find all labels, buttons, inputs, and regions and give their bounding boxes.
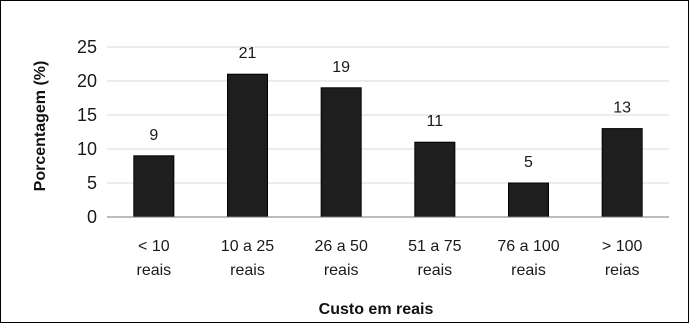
x-category-label: 76 a 100 bbox=[497, 238, 559, 255]
grid-layer bbox=[107, 46, 669, 184]
x-axis-title: Custo em reais bbox=[319, 301, 434, 318]
y-tick-label: 20 bbox=[77, 71, 97, 91]
value-labels: 9 21 19 11 5 13 bbox=[149, 45, 631, 171]
bar-value-label: 19 bbox=[332, 59, 350, 76]
bar-value-label: 11 bbox=[427, 113, 444, 130]
y-axis-ticks: 0 5 10 15 20 25 bbox=[77, 37, 97, 227]
bar-value-label: 9 bbox=[149, 127, 158, 144]
bar bbox=[133, 155, 175, 218]
bar-value-label: 13 bbox=[613, 100, 631, 117]
bar bbox=[601, 128, 643, 218]
bar bbox=[320, 87, 362, 218]
x-category-label: > 100 bbox=[602, 238, 643, 255]
y-tick-label: 10 bbox=[77, 139, 97, 159]
bar-value-label: 21 bbox=[239, 45, 257, 62]
x-category-label: reais bbox=[136, 262, 171, 279]
x-category-label: 10 a 25 bbox=[221, 238, 274, 255]
y-axis-title: Porcentagem (%) bbox=[32, 61, 49, 192]
y-tick-label: 15 bbox=[77, 105, 97, 125]
bar-value-label: 5 bbox=[524, 154, 533, 171]
y-tick-label: 25 bbox=[77, 37, 97, 57]
bars bbox=[133, 73, 643, 218]
y-tick-label: 0 bbox=[87, 207, 97, 227]
x-category-label: < 10 bbox=[138, 238, 170, 255]
bar bbox=[414, 141, 456, 218]
bar bbox=[508, 182, 549, 218]
y-tick-label: 5 bbox=[87, 173, 97, 193]
x-category-label: reais bbox=[511, 262, 546, 279]
x-category-label: reais bbox=[417, 262, 452, 279]
x-category-label: reias bbox=[605, 262, 640, 279]
x-category-label: 51 a 75 bbox=[408, 238, 461, 255]
x-category-label: 26 a 50 bbox=[314, 238, 367, 255]
x-axis-categories: < 10 reais 10 a 25 reais 26 a 50 reais 51 a 75… bbox=[136, 238, 642, 279]
x-category-label: reais bbox=[230, 262, 265, 279]
bar bbox=[227, 73, 268, 218]
x-category-label: reais bbox=[324, 262, 359, 279]
